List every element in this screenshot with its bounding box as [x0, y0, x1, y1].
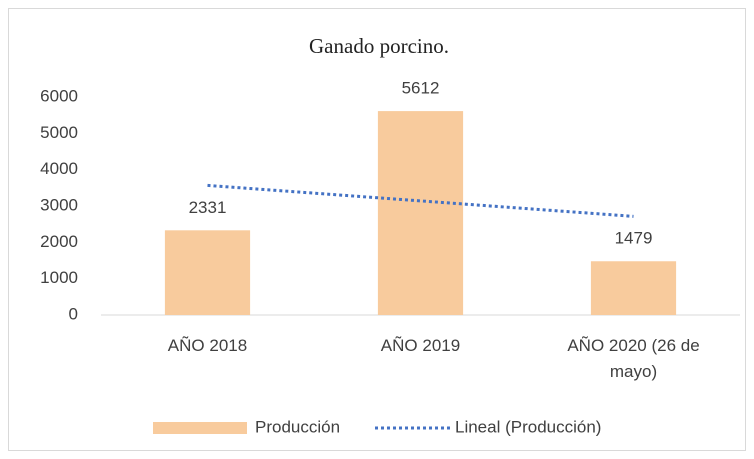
- legend-label: Lineal (Producción): [455, 417, 601, 436]
- y-tick-label: 5000: [40, 123, 78, 142]
- bar: [590, 261, 677, 315]
- y-tick-label: 0: [69, 304, 78, 323]
- x-tick-label: AÑO 2018: [168, 336, 247, 355]
- y-tick-label: 2000: [40, 232, 78, 251]
- x-tick-label: AÑO 2019: [381, 336, 460, 355]
- data-label: 2331: [189, 198, 227, 217]
- y-tick-label: 3000: [40, 195, 78, 214]
- y-tick-label: 4000: [40, 159, 78, 178]
- y-tick-label: 6000: [40, 86, 78, 105]
- legend-swatch: [153, 422, 247, 434]
- x-tick-label: AÑO 2020 (26 de mayo): [567, 336, 699, 381]
- legend-label: Producción: [255, 417, 340, 436]
- chart-border: [8, 8, 746, 451]
- trendline: [207, 183, 634, 218]
- bar: [377, 111, 464, 315]
- data-label: 1479: [615, 229, 653, 248]
- data-label: 5612: [402, 79, 440, 98]
- chart-title: Ganado porcino.: [309, 34, 449, 58]
- bar: [164, 230, 251, 315]
- y-tick-label: 1000: [40, 268, 78, 287]
